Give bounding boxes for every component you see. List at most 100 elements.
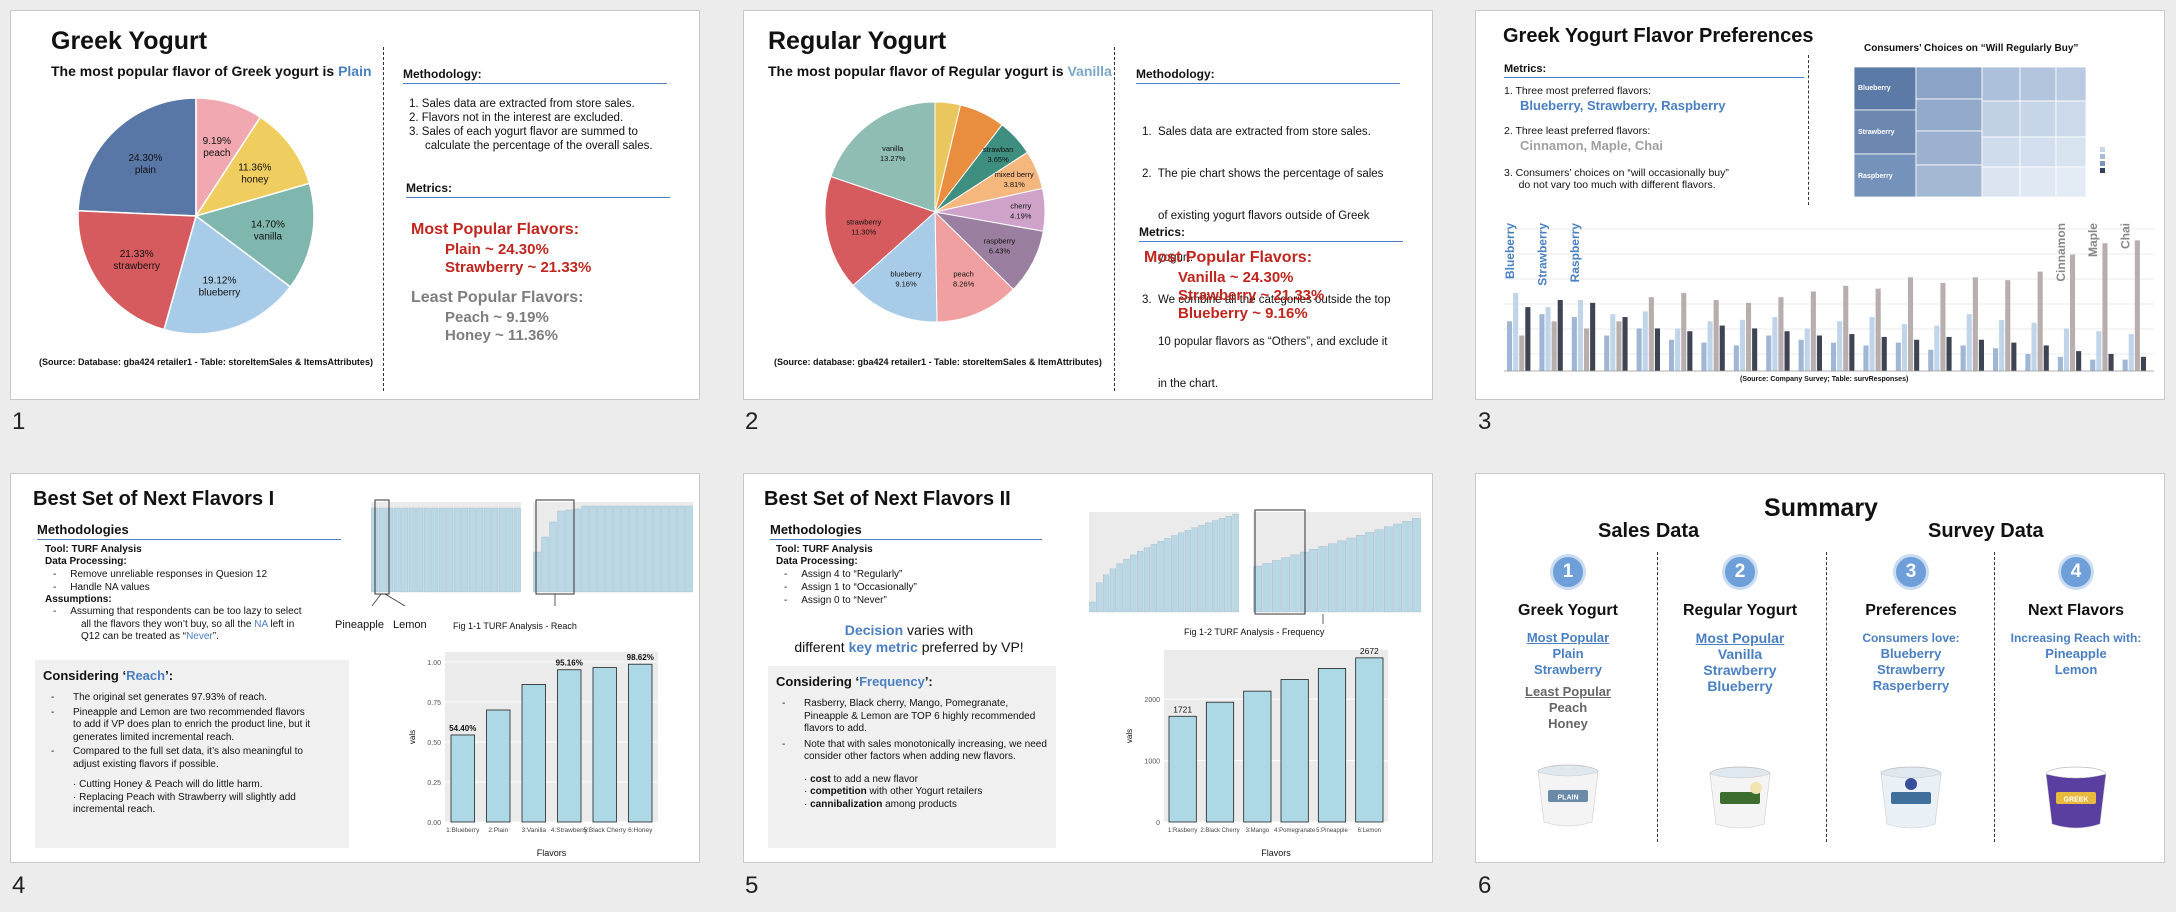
pie-percent-label: 3.81% <box>1004 180 1026 189</box>
survey-bar <box>1766 335 1772 371</box>
mini-bar <box>1356 535 1365 613</box>
survey-bar <box>1869 317 1875 371</box>
mini-bar <box>1318 546 1328 613</box>
x-axis-label: Flavors <box>1261 848 1291 858</box>
x-tick-label: 5:Black Cherry <box>583 827 626 834</box>
y-axis-label: vals <box>1125 729 1134 743</box>
decision-text: different <box>794 639 849 655</box>
legend-swatch <box>2100 161 2105 166</box>
metric-2: 2. Three least preferred flavors: <box>1504 125 1651 137</box>
mini-bar <box>1218 518 1226 613</box>
slide-4[interactable]: Best Set of Next Flavors I Methodologies… <box>10 473 700 863</box>
mini-bar <box>1171 535 1178 613</box>
mini-bar <box>1272 560 1281 613</box>
flavor-callout: Blueberry <box>1503 223 1517 279</box>
pie-slice-plain <box>77 97 197 217</box>
cup-label-band <box>1548 790 1588 802</box>
yogurt-cup-image <box>1709 766 1771 829</box>
treemap-cell <box>2055 67 2087 102</box>
survey-bar <box>1928 349 1934 371</box>
dp-item-text: Handle NA values <box>70 582 150 593</box>
decision-text: varies with <box>903 622 974 638</box>
survey-bar <box>2128 334 2134 371</box>
survey-bar <box>1972 277 1978 371</box>
pie-slice <box>824 175 936 287</box>
reach-bar <box>628 663 653 823</box>
survey-bar <box>1978 339 1984 371</box>
dp-item-text: Remove unreliable responses in Quesion 1… <box>70 569 268 580</box>
mini-bar <box>416 507 424 593</box>
slide-5[interactable]: Best Set of Next Flavors II Methodologie… <box>743 473 1433 863</box>
survey-bar <box>1895 342 1901 371</box>
treemap-cell <box>2019 67 2057 102</box>
y-tick-label: 0.00 <box>427 820 441 827</box>
mini-bar <box>1130 554 1137 613</box>
frequency-bar-chart: 0 1000 2000 1721 1:Rasberry 2:Black Cherry 3:M… <box>1125 646 1388 858</box>
treemap-cell <box>1854 109 1917 155</box>
mini-bar <box>386 507 394 593</box>
slide-6[interactable]: Summary Sales Data Survey Data 1 Greek Yo… <box>1475 473 2165 863</box>
plot-panel <box>445 652 658 822</box>
survey-bar <box>1525 307 1531 371</box>
mini-panel <box>533 502 693 592</box>
mini-bar <box>653 505 661 593</box>
factor-text: among products <box>882 798 957 810</box>
summary-line: Strawberry <box>1877 662 1945 677</box>
methodology-item: yogurt. <box>1142 252 1194 264</box>
treemap-cell <box>1981 67 2021 102</box>
treemap-cell <box>2019 136 2057 168</box>
most-popular-item: Vanilla ~ 24.30% <box>1178 269 1294 286</box>
mini-bar <box>1116 563 1123 613</box>
slide-1[interactable]: Greek Yogurt The most popular flavor of … <box>10 10 700 400</box>
subtitle-text: The most popular flavor of Regular yogur… <box>768 63 1068 79</box>
survey-bar <box>2122 359 2128 371</box>
cup-label-band <box>1720 792 1760 804</box>
metrics-heading: Metrics: <box>406 181 453 195</box>
assumption-text: Q12 can be treated as “ <box>81 631 187 642</box>
mini-bar <box>483 507 491 593</box>
step-number-badge: 1 <box>1550 554 1586 590</box>
considering-heading: Considering ‘Reach’: <box>43 668 173 683</box>
mini-bar <box>1225 516 1232 613</box>
methodologies-heading: Methodologies <box>37 522 129 537</box>
pie-slice-strawberry <box>77 210 197 331</box>
survey-bar <box>2037 271 2043 371</box>
survey-bar <box>1513 292 1519 371</box>
slide-2[interactable]: Regular Yogurt The most popular flavor o… <box>743 10 1433 400</box>
mini-bar <box>1143 547 1151 613</box>
survey-bar <box>1648 297 1654 371</box>
metrics-heading: Metrics: <box>1139 225 1186 239</box>
considering-frequency-box: Considering ‘Frequency’: - Rasberry, Blac… <box>768 666 1056 848</box>
summary-line: Blueberry <box>1707 678 1773 694</box>
summary-column: 4 Next Flavors Increasing Reach with: Pinea… <box>1996 554 2156 678</box>
mini-bar <box>1089 601 1096 613</box>
treemap-cell <box>1915 98 1983 132</box>
turf-reach-thumbnails <box>371 499 693 606</box>
mini-bar <box>498 507 506 593</box>
mini-bar <box>1137 551 1144 613</box>
heading-rule <box>406 197 670 198</box>
least-popular-item: Honey ~ 11.36% <box>445 327 558 344</box>
mini-bar <box>1402 521 1412 613</box>
frequency-bar <box>1355 657 1384 823</box>
mini-bar <box>476 507 484 593</box>
survey-bar <box>2011 342 2017 371</box>
methodology-item: of existing yogurt flavors outside of Gr… <box>1142 210 1370 222</box>
methodology-item: 1. Sales data are extracted from store s… <box>409 98 635 110</box>
bar-value-label: 54.40% <box>449 724 476 733</box>
bullet-text: Pineapple and Lemon are two recommended … <box>73 706 311 743</box>
pie-category-label: honey <box>241 175 268 186</box>
methodology-item: 3. Sales of each yogurt flavor are summe… <box>409 126 638 138</box>
survey-bar <box>1843 285 1849 371</box>
column-body: Consumers love: Blueberry Strawberry Rasper… <box>1831 630 1991 694</box>
key-metric-word: key metric <box>848 639 918 655</box>
metric-3-cont: do not vary too much with different flav… <box>1504 179 1716 191</box>
x-tick-label: 4:Strawberry <box>551 827 589 834</box>
dp-item-text: Assign 0 to “Never” <box>801 595 887 606</box>
x-axis-label: Flavors <box>537 848 567 858</box>
most-popular-item: Strawberry ~ 21.33% <box>1178 287 1325 304</box>
callout-lemon: Lemon <box>393 619 427 631</box>
slide-3[interactable]: Greek Yogurt Flavor Preferences Metrics:… <box>1475 10 2165 400</box>
survey-bar <box>1798 339 1804 371</box>
slide-title: Regular Yogurt <box>768 27 947 55</box>
